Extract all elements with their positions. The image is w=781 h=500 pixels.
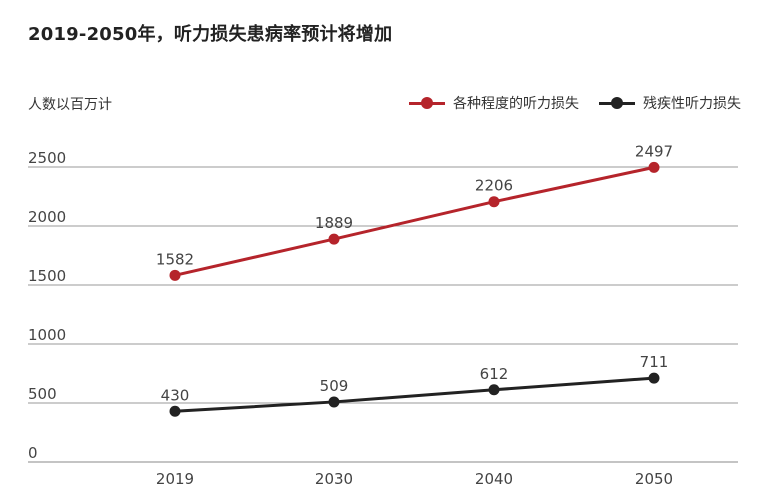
x-tick-label-2040: 2040 bbox=[475, 470, 513, 488]
data-label-1-2019: 430 bbox=[161, 386, 190, 404]
data-label-1-2050: 711 bbox=[640, 353, 669, 371]
legend-swatch-red-line-icon bbox=[409, 97, 445, 109]
data-label-0-2019: 1582 bbox=[156, 250, 194, 268]
series-line-1 bbox=[174, 376, 655, 413]
series-line-0 bbox=[174, 165, 655, 277]
data-point-0-2030 bbox=[328, 233, 340, 245]
legend-swatch-black-line-icon bbox=[599, 97, 635, 109]
data-label-0-2030: 1889 bbox=[315, 214, 353, 232]
data-point-1-2030 bbox=[328, 396, 340, 408]
data-label-0-2050: 2497 bbox=[635, 142, 673, 160]
data-point-1-2019 bbox=[169, 405, 181, 417]
x-tick-label-2030: 2030 bbox=[315, 470, 353, 488]
data-point-0-2050 bbox=[648, 161, 660, 173]
y-tick-label-1000: 1000 bbox=[28, 326, 66, 344]
x-tick-label-2019: 2019 bbox=[156, 470, 194, 488]
legend-item-all-hearing-loss: 各种程度的听力损失 bbox=[409, 93, 579, 113]
data-point-0-2019 bbox=[169, 269, 181, 281]
y-axis-unit-label: 人数以百万计 bbox=[28, 97, 112, 113]
data-label-1-2030: 509 bbox=[320, 377, 349, 395]
x-tick-label-2050: 2050 bbox=[635, 470, 673, 488]
legend: 各种程度的听力损失 残疾性听力损失 bbox=[409, 93, 741, 113]
y-tick-label-1500: 1500 bbox=[28, 267, 66, 285]
data-label-0-2040: 2206 bbox=[475, 177, 513, 195]
data-point-1-2050 bbox=[648, 372, 660, 384]
y-tick-label-500: 500 bbox=[28, 385, 57, 403]
data-point-1-2040 bbox=[488, 384, 500, 396]
chart-title: 2019-2050年，听力损失患病率预计将增加 bbox=[28, 24, 393, 45]
data-point-0-2040 bbox=[488, 196, 500, 208]
y-tick-label-2500: 2500 bbox=[28, 149, 66, 167]
data-label-1-2040: 612 bbox=[480, 365, 509, 383]
legend-label-disabling-hearing-loss: 残疾性听力损失 bbox=[643, 96, 741, 112]
y-tick-label-2000: 2000 bbox=[28, 208, 66, 226]
y-tick-label-0: 0 bbox=[28, 444, 38, 462]
legend-item-disabling-hearing-loss: 残疾性听力损失 bbox=[599, 93, 741, 113]
legend-label-all-hearing-loss: 各种程度的听力损失 bbox=[453, 96, 579, 112]
